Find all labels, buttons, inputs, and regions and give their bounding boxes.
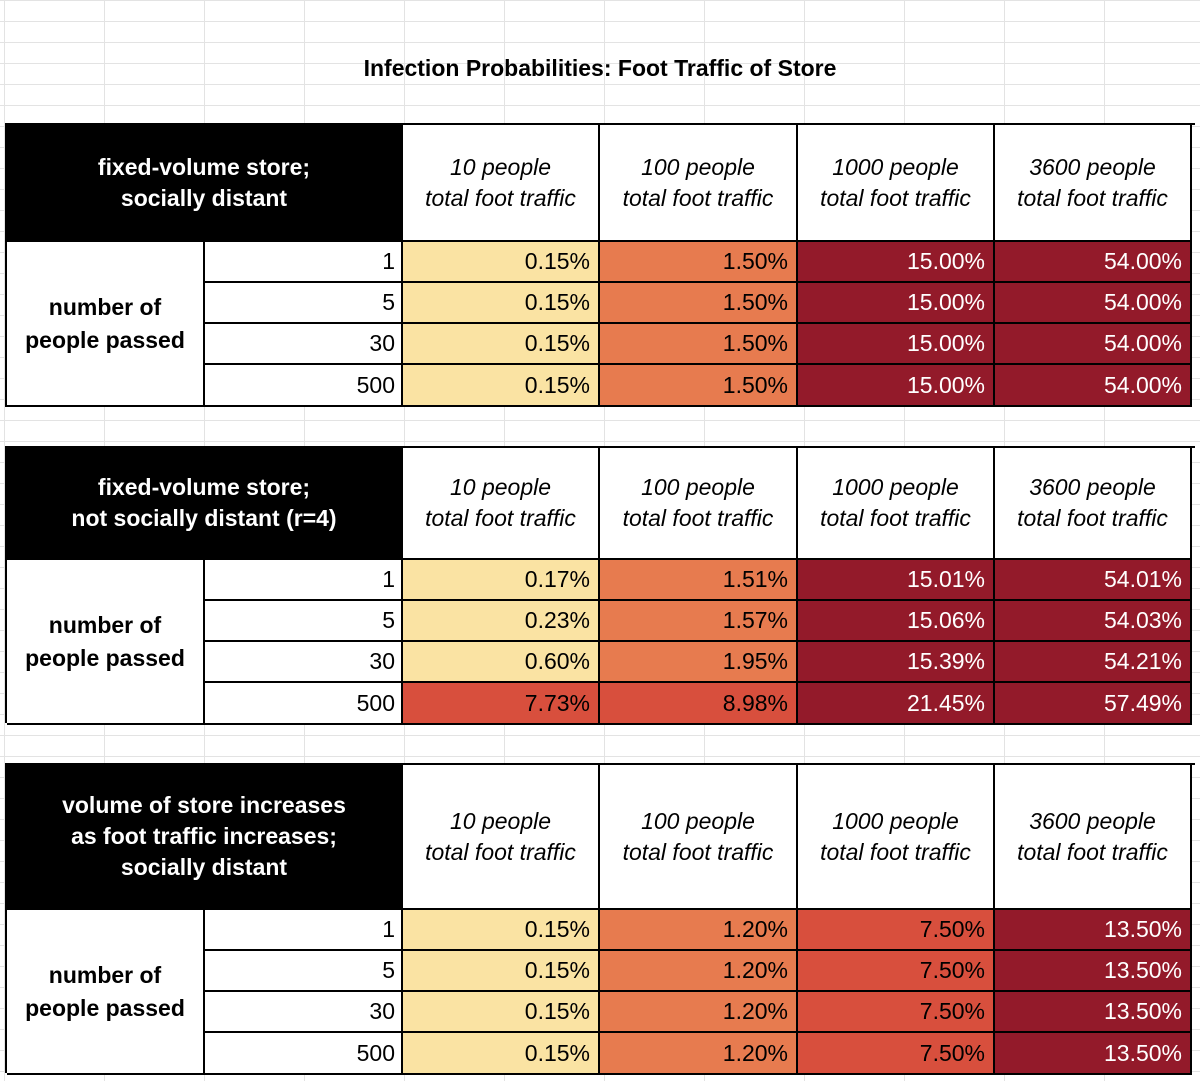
people-passed-cell[interactable]: 5 [205, 283, 403, 324]
probability-cell[interactable]: 0.60% [403, 642, 600, 683]
probability-cell[interactable]: 0.15% [403, 910, 600, 951]
probability-cell[interactable]: 15.00% [798, 365, 995, 407]
people-passed-cell[interactable]: 500 [205, 1033, 403, 1075]
column-header: 10 people total foot traffic [403, 125, 600, 242]
probability-cell[interactable]: 54.00% [995, 324, 1192, 365]
row-group-label: number of people passed [7, 242, 205, 407]
probability-cell[interactable]: 54.21% [995, 642, 1192, 683]
probability-cell[interactable]: 15.00% [798, 242, 995, 283]
probability-cell[interactable]: 54.01% [995, 560, 1192, 601]
row-group-label: number of people passed [7, 560, 205, 725]
probability-cell[interactable]: 0.15% [403, 951, 600, 992]
probability-cell[interactable]: 1.51% [600, 560, 798, 601]
probability-cell[interactable]: 13.50% [995, 1033, 1192, 1075]
probability-cell[interactable]: 1.20% [600, 910, 798, 951]
probability-cell[interactable]: 13.50% [995, 951, 1192, 992]
people-passed-cell[interactable]: 500 [205, 365, 403, 407]
column-header: 3600 people total foot traffic [995, 765, 1192, 910]
probability-cell[interactable]: 13.50% [995, 992, 1192, 1033]
table-header: fixed-volume store; socially distant [7, 125, 403, 242]
column-header: 100 people total foot traffic [600, 765, 798, 910]
column-header: 1000 people total foot traffic [798, 765, 995, 910]
probability-cell[interactable]: 1.20% [600, 1033, 798, 1075]
column-header: 1000 people total foot traffic [798, 125, 995, 242]
people-passed-cell[interactable]: 1 [205, 242, 403, 283]
probability-cell[interactable]: 1.50% [600, 365, 798, 407]
probability-cell[interactable]: 54.00% [995, 283, 1192, 324]
probability-cell[interactable]: 54.03% [995, 601, 1192, 642]
probability-cell[interactable]: 1.95% [600, 642, 798, 683]
probability-cell[interactable]: 1.57% [600, 601, 798, 642]
people-passed-cell[interactable]: 1 [205, 560, 403, 601]
probability-cell[interactable]: 0.15% [403, 324, 600, 365]
column-header: 100 people total foot traffic [600, 448, 798, 560]
probability-cell[interactable]: 15.00% [798, 324, 995, 365]
probability-cell[interactable]: 7.50% [798, 1033, 995, 1075]
table-fixed-volume-distant: fixed-volume store; socially distant 10 … [5, 123, 1195, 407]
table-header: volume of store increases as foot traffi… [7, 765, 403, 910]
sheet-title: Infection Probabilities: Foot Traffic of… [363, 55, 837, 81]
column-header: 3600 people total foot traffic [995, 448, 1192, 560]
probability-cell[interactable]: 7.50% [798, 910, 995, 951]
people-passed-cell[interactable]: 30 [205, 324, 403, 365]
probability-cell[interactable]: 54.00% [995, 365, 1192, 407]
people-passed-cell[interactable]: 30 [205, 642, 403, 683]
probability-cell[interactable]: 0.15% [403, 1033, 600, 1075]
column-header: 100 people total foot traffic [600, 125, 798, 242]
probability-cell[interactable]: 0.15% [403, 365, 600, 407]
probability-cell[interactable]: 0.15% [403, 242, 600, 283]
table-header: fixed-volume store; not socially distant… [7, 448, 403, 560]
people-passed-cell[interactable]: 5 [205, 601, 403, 642]
row-group-label: number of people passed [7, 910, 205, 1075]
column-header: 10 people total foot traffic [403, 765, 600, 910]
probability-cell[interactable]: 57.49% [995, 683, 1192, 725]
probability-cell[interactable]: 0.17% [403, 560, 600, 601]
probability-cell[interactable]: 1.50% [600, 242, 798, 283]
probability-cell[interactable]: 1.20% [600, 951, 798, 992]
column-header: 10 people total foot traffic [403, 448, 600, 560]
probability-cell[interactable]: 0.15% [403, 992, 600, 1033]
probability-cell[interactable]: 8.98% [600, 683, 798, 725]
probability-cell[interactable]: 7.73% [403, 683, 600, 725]
probability-cell[interactable]: 21.45% [798, 683, 995, 725]
probability-cell[interactable]: 1.20% [600, 992, 798, 1033]
probability-cell[interactable]: 0.23% [403, 601, 600, 642]
column-header: 1000 people total foot traffic [798, 448, 995, 560]
column-header: 3600 people total foot traffic [995, 125, 1192, 242]
probability-cell[interactable]: 15.06% [798, 601, 995, 642]
table-variable-volume-distant: volume of store increases as foot traffi… [5, 763, 1195, 1075]
probability-cell[interactable]: 13.50% [995, 910, 1192, 951]
people-passed-cell[interactable]: 500 [205, 683, 403, 725]
probability-cell[interactable]: 7.50% [798, 992, 995, 1033]
probability-cell[interactable]: 1.50% [600, 283, 798, 324]
probability-cell[interactable]: 7.50% [798, 951, 995, 992]
probability-cell[interactable]: 15.00% [798, 283, 995, 324]
probability-cell[interactable]: 15.01% [798, 560, 995, 601]
people-passed-cell[interactable]: 5 [205, 951, 403, 992]
people-passed-cell[interactable]: 30 [205, 992, 403, 1033]
table-fixed-volume-not-distant: fixed-volume store; not socially distant… [5, 446, 1195, 725]
probability-cell[interactable]: 0.15% [403, 283, 600, 324]
people-passed-cell[interactable]: 1 [205, 910, 403, 951]
probability-cell[interactable]: 1.50% [600, 324, 798, 365]
probability-cell[interactable]: 54.00% [995, 242, 1192, 283]
probability-cell[interactable]: 15.39% [798, 642, 995, 683]
